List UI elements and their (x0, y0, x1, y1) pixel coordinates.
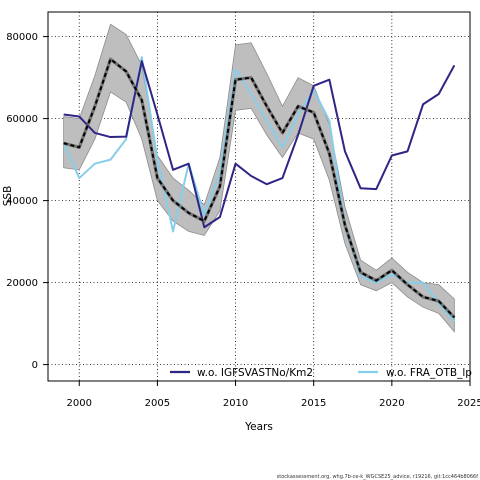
series-lines (62, 56, 456, 323)
x-tick-label-4: 2020 (379, 398, 404, 409)
x-axis: 2000 2005 2010 2015 2020 2025 (67, 381, 480, 409)
x-tick-label-2: 2010 (223, 398, 248, 409)
x-tick-label-0: 2000 (67, 398, 92, 409)
legend-item-1: w.o. IGFSVASTNo/Km2 (170, 367, 313, 379)
series-line-baseline (63, 58, 456, 319)
footer-text: stockassessment.org, whg.7b-ce-k_WGCSE25… (277, 474, 479, 480)
plot-frame (47, 11, 471, 382)
x-tick-label-3: 2015 (301, 398, 326, 409)
y-axis: 0 20000 40000 60000 80000 (6, 32, 48, 371)
y-tick-label-1: 20000 (6, 278, 38, 289)
legend: w.o. IGFSVASTNo/Km2 w.o. FRA_OTB_lp (170, 367, 472, 379)
legend-label-1: w.o. IGFSVASTNo/Km2 (197, 367, 313, 379)
x-tick-label-5: 2025 (457, 398, 480, 409)
x-tick-label-1: 2005 (145, 398, 170, 409)
confidence-band (63, 23, 455, 333)
y-tick-label-3: 60000 (6, 114, 38, 125)
legend-item-2: w.o. FRA_OTB_lp (358, 367, 472, 379)
x-axis-label: Years (244, 421, 273, 433)
series-line-1 (63, 60, 456, 229)
y-tick-label-4: 80000 (6, 32, 38, 43)
legend-label-2: w.o. FRA_OTB_lp (386, 367, 472, 379)
y-axis-label: SSB (2, 186, 14, 207)
confidence-band-area (63, 23, 455, 333)
y-tick-label-2: 40000 (6, 196, 38, 207)
y-tick-label-0: 0 (32, 360, 38, 371)
